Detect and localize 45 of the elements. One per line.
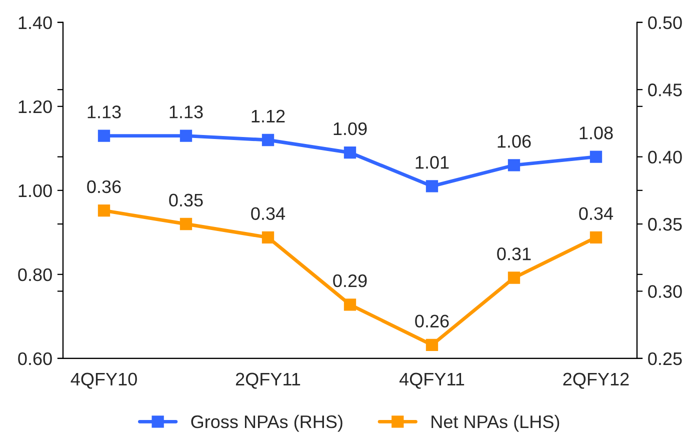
y2-tick-label: 0.50 bbox=[648, 16, 682, 30]
data-label: 1.08 bbox=[580, 126, 613, 140]
point bbox=[180, 130, 192, 142]
point bbox=[426, 180, 438, 192]
point bbox=[98, 130, 110, 142]
y-tick-label: 1.40 bbox=[18, 16, 52, 30]
point bbox=[262, 134, 274, 146]
x-tick-label: 2QFY12 bbox=[563, 372, 629, 389]
data-label: 1.06 bbox=[498, 134, 531, 148]
y2-tick-label: 0.35 bbox=[648, 218, 682, 231]
x-tick-label: 4QFY11 bbox=[399, 372, 464, 389]
y2-tick-label: 0.40 bbox=[648, 150, 682, 164]
data-label: 0.34 bbox=[579, 207, 614, 220]
point bbox=[508, 159, 520, 172]
point bbox=[426, 338, 438, 352]
point bbox=[344, 146, 356, 159]
data-label: 0.34 bbox=[251, 207, 286, 220]
y2-tick-label: 0.30 bbox=[648, 285, 682, 298]
x-tick-label: 2QFY11 bbox=[236, 372, 300, 389]
data-label: 0.36 bbox=[87, 180, 121, 194]
point bbox=[590, 231, 602, 244]
data-label: 1.12 bbox=[252, 110, 285, 122]
data-label: 0.31 bbox=[497, 248, 531, 260]
y2-tick-label: 0.25 bbox=[648, 352, 682, 366]
data-label: 1.09 bbox=[334, 122, 367, 136]
y-tick-label: 0.80 bbox=[18, 268, 52, 282]
y-tick-label: 1.20 bbox=[18, 100, 52, 114]
point bbox=[262, 231, 274, 244]
y-tick-label: 1.00 bbox=[18, 184, 52, 198]
data-label: 1.13 bbox=[170, 106, 203, 118]
data-label: 1.13 bbox=[88, 106, 121, 118]
legend-label: Net NPAs (LHS) bbox=[432, 414, 560, 432]
point bbox=[508, 272, 520, 284]
data-label: 1.01 bbox=[416, 156, 449, 169]
data-label: 0.29 bbox=[333, 274, 367, 288]
data-label: 0.26 bbox=[415, 314, 449, 328]
y-tick-label: 0.60 bbox=[18, 352, 52, 366]
point bbox=[98, 204, 110, 217]
point bbox=[180, 218, 192, 230]
legend-label: Gross NPAs (RHS) bbox=[191, 414, 342, 432]
data-label: 0.35 bbox=[169, 194, 203, 207]
point bbox=[590, 150, 602, 163]
point bbox=[344, 298, 356, 311]
y2-tick-label: 0.45 bbox=[648, 84, 682, 96]
x-tick-label: 4QFY10 bbox=[70, 372, 137, 389]
